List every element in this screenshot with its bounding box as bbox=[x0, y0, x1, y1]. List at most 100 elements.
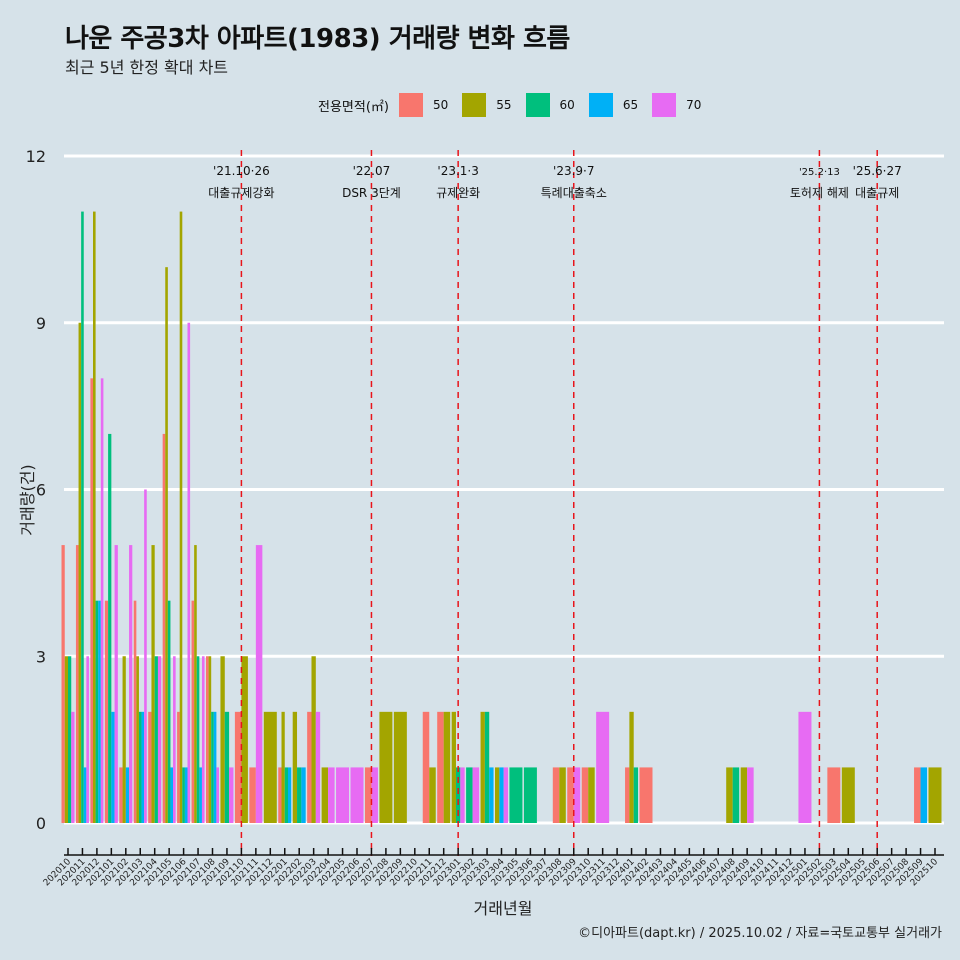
bar-55-202409 bbox=[740, 767, 748, 823]
annotation-date: '25.2·13 bbox=[799, 167, 840, 178]
bar-70-202311 bbox=[596, 711, 610, 823]
bar-60-202109 bbox=[224, 711, 230, 823]
bar-70-202205 bbox=[336, 767, 350, 823]
bar-60-202401 bbox=[633, 767, 639, 823]
bar-65-202107 bbox=[199, 767, 202, 823]
y-tick-labels: 0 3 6 9 12 bbox=[26, 147, 46, 833]
annotation-date: '22.07 bbox=[353, 164, 391, 178]
bar-60-202103 bbox=[138, 711, 142, 823]
bar-55-202012 bbox=[93, 211, 96, 823]
bar-65-202011 bbox=[83, 767, 87, 823]
bar-55-202103 bbox=[136, 656, 139, 823]
bar-70-202111 bbox=[255, 545, 263, 823]
legend-label-55: 55 bbox=[496, 98, 512, 112]
bar-70-202501 bbox=[798, 711, 812, 823]
bar-55-202209 bbox=[393, 711, 407, 823]
legend-label-70: 70 bbox=[686, 98, 702, 112]
chart-subtitle: 최근 5년 한정 확대 차트 bbox=[65, 58, 229, 77]
bar-50-202107 bbox=[191, 600, 195, 823]
bar-65-202201 bbox=[288, 767, 292, 823]
x-axis: 2020102020112020122021012021022021032021… bbox=[42, 848, 944, 888]
bar-70-202107 bbox=[201, 656, 205, 823]
y-tick-label: 6 bbox=[36, 481, 46, 500]
bar-65-202509 bbox=[920, 767, 928, 823]
bar-70-202104 bbox=[157, 656, 162, 823]
bar-50-202103 bbox=[133, 600, 137, 823]
bar-50-202012 bbox=[90, 378, 93, 823]
bar-55-202011 bbox=[78, 322, 82, 823]
bars bbox=[61, 211, 942, 823]
bar-55-202510 bbox=[928, 767, 942, 823]
bar-70-202101 bbox=[114, 545, 118, 823]
bar-70-202109 bbox=[229, 767, 234, 823]
bar-50-202402 bbox=[639, 767, 653, 823]
y-tick-label: 12 bbox=[26, 147, 46, 166]
bar-55-202308 bbox=[559, 767, 566, 823]
bar-65-202105 bbox=[170, 767, 174, 823]
bar-55-202303 bbox=[480, 711, 485, 823]
legend: 전용면적(㎡) 50 55 60 65 70 bbox=[318, 93, 715, 117]
chart-title: 나운 주공3차 아파트(1983) 거래량 변화 흐름 bbox=[65, 24, 570, 54]
bar-50-202111 bbox=[249, 767, 256, 823]
bar-70-202106 bbox=[187, 322, 191, 823]
bar-70-202204 bbox=[328, 767, 335, 823]
bar-70-202302 bbox=[472, 767, 480, 823]
bar-55-202106 bbox=[179, 211, 183, 823]
bar-50-202203 bbox=[307, 711, 312, 823]
annotation-date: '25.6·27 bbox=[853, 164, 902, 178]
bar-70-202304 bbox=[503, 767, 508, 823]
bar-60-202105 bbox=[167, 600, 171, 823]
bar-50-202104 bbox=[148, 711, 152, 823]
bar-65-202304 bbox=[499, 767, 504, 823]
bar-60-202011 bbox=[81, 211, 84, 823]
bar-55-202201 bbox=[281, 711, 285, 823]
annotation-date: '21.10·26 bbox=[213, 164, 270, 178]
bar-55-202105 bbox=[165, 267, 168, 823]
bar-55-202110 bbox=[241, 656, 248, 823]
legend-label-60: 60 bbox=[559, 98, 575, 112]
bar-60-202201 bbox=[284, 767, 288, 823]
bar-50-202201 bbox=[278, 767, 282, 823]
bar-70-202409 bbox=[747, 767, 754, 823]
bar-50-202106 bbox=[177, 711, 180, 823]
y-tick-label: 9 bbox=[36, 314, 46, 333]
legend-key-55 bbox=[462, 93, 487, 117]
bar-70-202203 bbox=[315, 711, 321, 823]
bar-55-202204 bbox=[321, 767, 329, 823]
bar-60-202305 bbox=[509, 767, 523, 823]
y-axis-title: 거래량(건) bbox=[18, 464, 37, 535]
bar-55-202301 bbox=[451, 711, 456, 823]
bar-55-202203 bbox=[311, 656, 316, 823]
bar-60-202101 bbox=[108, 433, 112, 823]
bar-65-202102 bbox=[125, 767, 130, 823]
bar-50-202401 bbox=[625, 767, 630, 823]
bar-50-202212 bbox=[437, 711, 444, 823]
bar-50-202110 bbox=[234, 711, 242, 823]
bar-55-202310 bbox=[588, 767, 595, 823]
bar-70-202105 bbox=[173, 656, 176, 823]
y-tick-label: 0 bbox=[36, 814, 46, 833]
bar-55-202212 bbox=[443, 711, 451, 823]
legend-key-65 bbox=[588, 93, 613, 117]
annotation-date: '23.1·3 bbox=[437, 164, 478, 178]
bar-65-202101 bbox=[111, 711, 115, 823]
bar-65-202103 bbox=[141, 711, 145, 823]
bar-55-202304 bbox=[495, 767, 500, 823]
legend-title: 전용면적(㎡) bbox=[318, 99, 389, 115]
annotation-labels: '21.10·26 대출규제강화 '22.07 DSR 3단계 '23.1·3 규제완화 '… bbox=[208, 164, 901, 200]
bar-55-202401 bbox=[629, 711, 634, 823]
bar-55-202102 bbox=[122, 656, 126, 823]
bar-70-202309 bbox=[573, 767, 581, 823]
bar-50-202011 bbox=[75, 545, 79, 823]
bar-50-202010 bbox=[61, 545, 65, 823]
bar-60-202010 bbox=[68, 656, 72, 823]
bar-60-202302 bbox=[466, 767, 473, 823]
bar-70-202301 bbox=[460, 767, 465, 823]
bar-60-202202 bbox=[297, 767, 302, 823]
bar-65-202108 bbox=[213, 711, 217, 823]
bar-60-202108 bbox=[211, 711, 214, 823]
annotation-label: 토허제 해제 bbox=[790, 186, 849, 200]
bar-55-202202 bbox=[292, 711, 298, 823]
legend-key-70 bbox=[652, 93, 677, 117]
bar-50-202310 bbox=[581, 767, 589, 823]
